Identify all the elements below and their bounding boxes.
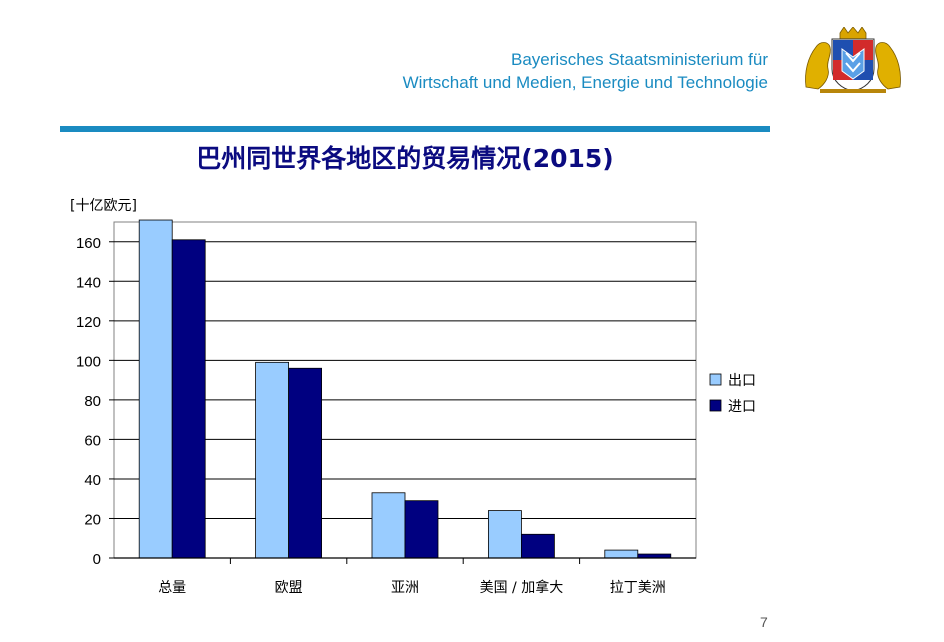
bar-export xyxy=(255,361,290,559)
bar-import xyxy=(288,367,323,559)
y-tick-label: 120 xyxy=(76,314,101,331)
y-tick-label: 140 xyxy=(76,274,101,291)
y-tick-label: 100 xyxy=(76,353,101,370)
y-tick-label: 40 xyxy=(84,472,101,489)
y-tick-label: 0 xyxy=(93,551,101,568)
legend-swatch xyxy=(709,373,722,386)
page-number: 7 xyxy=(760,614,768,630)
bar-export xyxy=(371,492,406,559)
ministry-line-2: Wirtschaft und Medien, Energie und Techn… xyxy=(402,73,768,92)
x-tick-label: 拉丁美洲 xyxy=(610,580,666,596)
legend-swatch xyxy=(709,399,722,412)
y-axis-label: [十亿欧元] xyxy=(70,198,137,214)
y-tick-label: 60 xyxy=(84,432,101,449)
legend-label: 出口 xyxy=(728,373,756,389)
bar-export xyxy=(487,510,522,559)
bar-import xyxy=(521,533,555,559)
x-tick-label: 总量 xyxy=(158,580,186,596)
y-tick-label: 80 xyxy=(84,393,101,410)
bar-import xyxy=(404,500,439,559)
x-tick-label: 欧盟 xyxy=(275,580,303,596)
x-tick-label: 亚洲 xyxy=(391,580,419,596)
y-tick-label: 160 xyxy=(76,235,101,252)
ministry-line-1: Bayerisches Staatsministerium für xyxy=(511,50,768,69)
bar-import xyxy=(171,239,206,559)
bar-export xyxy=(604,549,639,559)
y-tick-label: 20 xyxy=(84,511,101,528)
legend-label: 进口 xyxy=(728,399,756,415)
x-tick-label: 美国 / 加拿大 xyxy=(480,579,564,596)
bavarian-coat-of-arms-logo xyxy=(800,27,906,93)
chart-title: 巴州同世界各地区的贸易情况(2015) xyxy=(196,144,614,173)
header-rule xyxy=(60,126,770,132)
ministry-name: Bayerisches Staatsministerium für Wirtsc… xyxy=(403,48,768,94)
bar-export xyxy=(138,219,173,559)
